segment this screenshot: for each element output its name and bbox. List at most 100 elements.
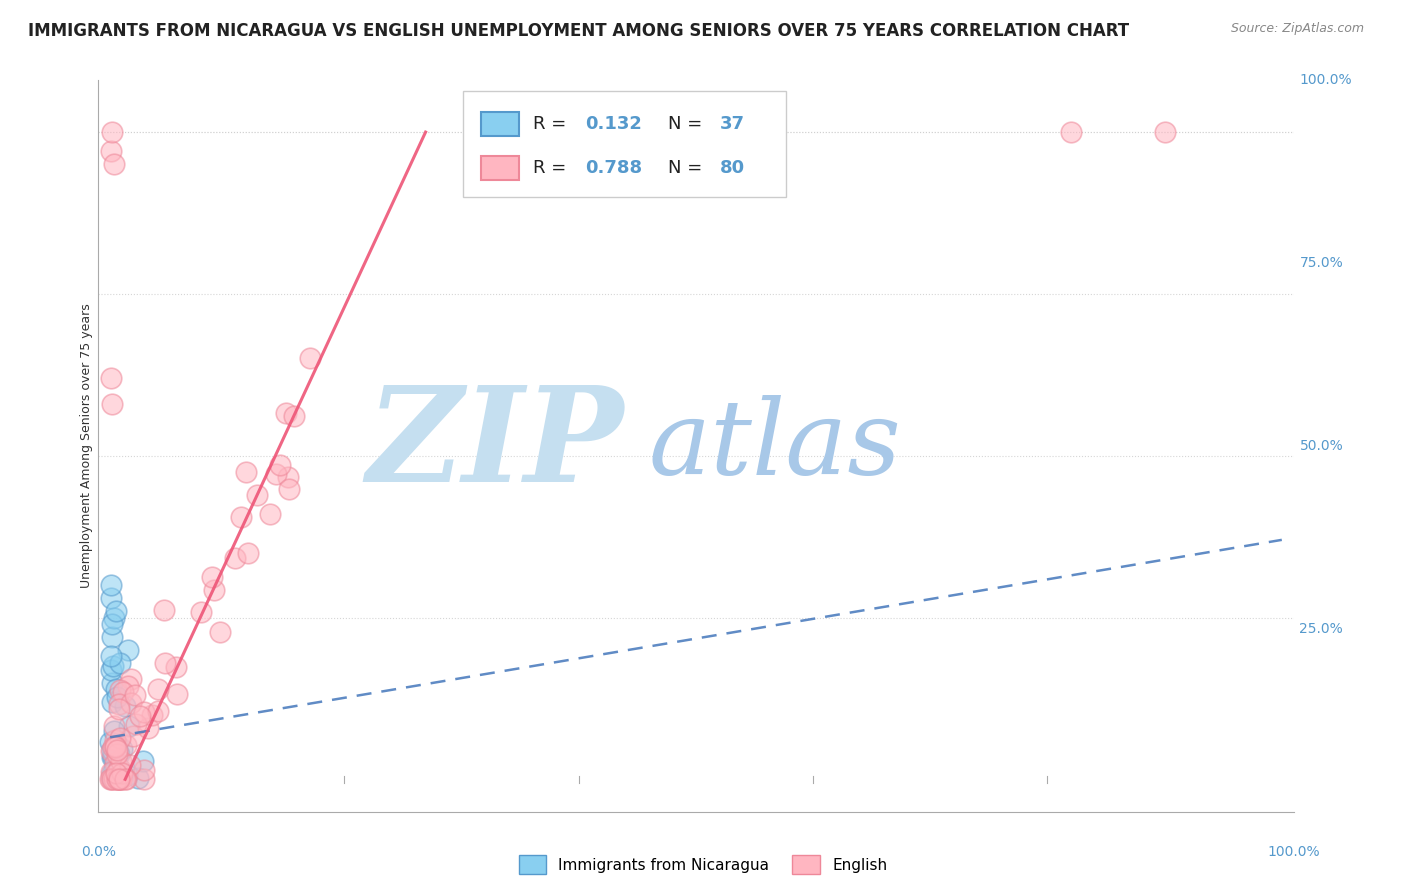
Point [100, 578, 122, 592]
Point [236, 546, 259, 560]
Point [120, 672, 142, 686]
Point [165, 659, 187, 673]
Point [105, 747, 128, 762]
Point [101, 630, 124, 644]
Point [114, 772, 136, 787]
Point [100, 649, 122, 664]
Text: N =: N = [668, 159, 703, 177]
Point [264, 467, 287, 482]
Point [104, 760, 127, 774]
Point [132, 754, 155, 768]
Point [105, 737, 128, 751]
Text: 0.0%: 0.0% [82, 845, 115, 859]
Point [105, 743, 128, 757]
Point [125, 717, 148, 731]
Point [118, 719, 141, 733]
Point [148, 681, 170, 696]
Point [115, 768, 138, 782]
Point [100, 772, 122, 787]
Point [1153, 125, 1175, 139]
Point [141, 707, 163, 722]
Point [103, 157, 125, 171]
Point [277, 482, 299, 496]
Point [224, 550, 246, 565]
Point [105, 690, 128, 704]
Point [231, 510, 253, 524]
Point [98, 735, 121, 749]
Point [100, 371, 122, 385]
Point [103, 772, 125, 787]
Point [110, 754, 132, 768]
Point [101, 695, 124, 709]
Point [246, 488, 269, 502]
Point [259, 508, 281, 522]
Point [117, 643, 139, 657]
Point [235, 466, 257, 480]
Point [103, 743, 125, 757]
Point [136, 721, 159, 735]
Point [100, 765, 122, 780]
Point [103, 659, 125, 673]
Point [104, 739, 127, 754]
Text: 25.0%: 25.0% [1299, 622, 1343, 636]
Point [103, 610, 125, 624]
Point [101, 397, 124, 411]
Point [190, 605, 212, 619]
Point [115, 738, 138, 752]
Point [104, 739, 127, 754]
Point [274, 406, 297, 420]
Point [103, 763, 125, 777]
Point [114, 699, 136, 714]
Text: IMMIGRANTS FROM NICARAGUA VS ENGLISH UNEMPLOYMENT AMONG SENIORS OVER 75 YEARS CO: IMMIGRANTS FROM NICARAGUA VS ENGLISH UNE… [28, 22, 1129, 40]
Bar [481, 156, 519, 180]
Point [101, 772, 124, 787]
Point [108, 772, 131, 787]
Point [132, 772, 155, 787]
Point [101, 617, 124, 632]
Point [111, 769, 134, 783]
Point [105, 772, 128, 787]
Point [107, 772, 129, 787]
Text: atlas: atlas [648, 395, 901, 497]
Point [269, 458, 291, 472]
Text: R =: R = [533, 159, 567, 177]
Point [100, 770, 122, 784]
Point [108, 683, 131, 698]
Point [124, 688, 146, 702]
Point [107, 766, 129, 780]
Point [100, 744, 122, 758]
Point [110, 772, 132, 787]
Text: 37: 37 [720, 115, 745, 133]
Point [110, 772, 132, 787]
Point [103, 719, 125, 733]
FancyBboxPatch shape [463, 91, 786, 197]
Point [101, 125, 124, 139]
Y-axis label: Unemployment Among Seniors over 75 years: Unemployment Among Seniors over 75 years [80, 303, 93, 589]
Point [100, 676, 122, 690]
Point [114, 772, 136, 787]
Point [104, 681, 127, 696]
Legend: Immigrants from Nicaragua, English: Immigrants from Nicaragua, English [513, 849, 893, 880]
Text: 0.788: 0.788 [585, 159, 643, 177]
Point [118, 757, 141, 772]
Point [202, 583, 225, 598]
Point [107, 701, 129, 715]
Point [108, 697, 131, 711]
Text: 100.0%: 100.0% [1299, 73, 1353, 87]
Point [103, 740, 125, 755]
Point [100, 765, 122, 780]
Point [101, 771, 124, 785]
Text: 50.0%: 50.0% [1299, 439, 1343, 453]
Point [1060, 125, 1083, 139]
Point [108, 747, 131, 761]
Point [107, 772, 129, 787]
Point [101, 743, 124, 757]
Text: N =: N = [668, 115, 703, 133]
Point [127, 771, 149, 785]
Point [283, 409, 305, 424]
Point [209, 625, 232, 640]
Point [108, 656, 131, 670]
Point [108, 731, 131, 746]
Point [146, 704, 169, 718]
Point [103, 756, 125, 771]
